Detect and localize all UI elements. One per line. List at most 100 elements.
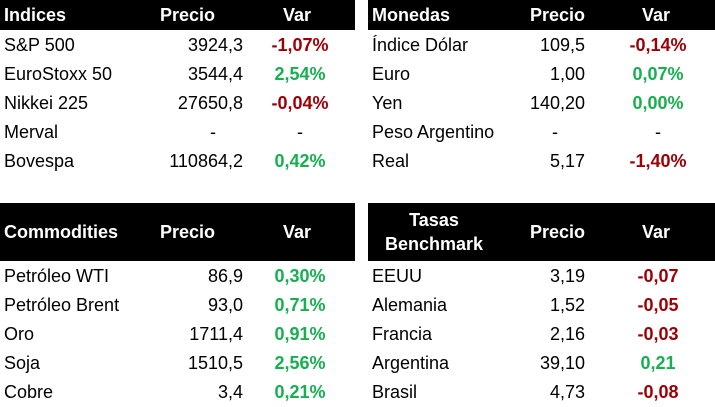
monedas-precio-cell: 140,20: [529, 93, 585, 113]
table-row: S&P 500 3924,3 -1,07%: [0, 31, 355, 60]
tasas-var-cell: -0,03: [637, 324, 679, 344]
tasas-precio-cell: 4,73: [549, 382, 585, 402]
commodities-var-cell: 0,21%: [274, 382, 326, 402]
indices-name-cell: Merval: [4, 122, 59, 142]
monedas-header-precio: Precio: [530, 4, 586, 25]
table-row: Bovespa 110864,2 0,42%: [0, 147, 355, 176]
tasas-header-name-line1: Tasas: [409, 210, 459, 230]
indices-var-cell: -1,07%: [271, 35, 329, 55]
indices-header: Indices Precio Var: [0, 0, 355, 30]
tasas-var-cell: -0,05: [637, 295, 679, 315]
table-row: Yen 140,20 0,00%: [368, 89, 715, 118]
monedas-var-cell: 0,07%: [632, 64, 684, 84]
indices-precio-cell: 3544,4: [187, 64, 243, 84]
table-row: EuroStoxx 50 3544,4 2,54%: [0, 60, 355, 89]
table-row: EEUU 3,19 -0,07: [368, 262, 715, 291]
indices-precio-cell: 3924,3: [187, 35, 243, 55]
indices-var-cell: 0,42%: [274, 151, 326, 171]
tasas-var-cell: -0,07: [637, 266, 679, 286]
indices-header-var: Var: [283, 4, 312, 25]
monedas-var-cell: 0,00%: [632, 93, 684, 113]
tasas-var-cell: -0,08: [637, 382, 679, 402]
indices-var-cell: -0,04%: [271, 93, 329, 113]
commodities-precio-cell: 86,9: [207, 266, 243, 286]
commodities-header-var: Var: [283, 221, 312, 242]
monedas-var-cell: -0,14%: [629, 35, 687, 55]
indices-var-cell: -: [297, 122, 303, 142]
tasas-header-name: Tasas Benchmark: [368, 203, 500, 261]
commodities-header-name: Commodities: [4, 221, 119, 242]
monedas-name-cell: Yen: [372, 93, 403, 113]
table-row: Alemania 1,52 -0,05: [368, 291, 715, 320]
tasas-precio-cell: 39,10: [539, 353, 585, 373]
indices-header-precio: Precio: [160, 4, 216, 25]
table-row: Índice Dólar 109,5 -0,14%: [368, 31, 715, 60]
commodities-table: Commodities Precio Var Petróleo WTI 86,9 0…: [0, 203, 355, 407]
table-row: Merval - -: [0, 118, 355, 147]
table-row: Brasil 4,73 -0,08: [368, 378, 715, 407]
commodities-name-cell: Cobre: [4, 382, 54, 402]
commodities-precio-cell: 93,0: [207, 295, 243, 315]
tasas-table: Tasas Benchmark Precio Var EEUU 3,19 -0,07…: [368, 203, 715, 407]
tasas-header-var: Var: [642, 221, 671, 242]
commodities-name-cell: Petróleo WTI: [4, 266, 110, 286]
monedas-header-name: Monedas: [372, 4, 451, 25]
indices-name-cell: EuroStoxx 50: [4, 64, 113, 84]
table-row: Soja 1510,5 2,56%: [0, 349, 355, 378]
commodities-precio-cell: 3,4: [217, 382, 243, 402]
tasas-name-cell: Brasil: [372, 382, 418, 402]
tasas-precio-cell: 2,16: [549, 324, 585, 344]
tasas-precio-cell: 1,52: [549, 295, 585, 315]
table-row: Peso Argentino - -: [368, 118, 715, 147]
indices-var-cell: 2,54%: [274, 64, 326, 84]
table-row: Petróleo Brent 93,0 0,71%: [0, 291, 355, 320]
commodities-header: Commodities Precio Var: [0, 203, 355, 261]
monedas-header: Monedas Precio Var: [368, 0, 715, 30]
table-row: Euro 1,00 0,07%: [368, 60, 715, 89]
indices-table: Indices Precio Var S&P 500 3924,3 -1,07% Eu…: [0, 0, 355, 178]
table-row: Real 5,17 -1,40%: [368, 147, 715, 176]
monedas-var-cell: -: [655, 122, 661, 142]
monedas-header-var: Var: [642, 4, 671, 25]
table-row: Nikkei 225 27650,8 -0,04%: [0, 89, 355, 118]
monedas-name-cell: Euro: [372, 64, 411, 84]
table-row: Francia 2,16 -0,03: [368, 320, 715, 349]
monedas-precio-cell: 1,00: [549, 64, 585, 84]
commodities-var-cell: 0,30%: [274, 266, 326, 286]
monedas-precio-cell: -: [552, 122, 558, 142]
table-row: Cobre 3,4 0,21%: [0, 378, 355, 407]
tasas-var-cell: 0,21: [640, 353, 676, 373]
commodities-precio-cell: 1510,5: [187, 353, 243, 373]
monedas-name-cell: Real: [372, 151, 410, 171]
commodities-var-cell: 2,56%: [274, 353, 326, 373]
indices-precio-cell: -: [210, 122, 216, 142]
commodities-var-cell: 0,91%: [274, 324, 326, 344]
tasas-header: Tasas Benchmark Precio Var: [368, 203, 715, 261]
monedas-precio-cell: 5,17: [549, 151, 585, 171]
indices-precio-cell: 110864,2: [169, 151, 243, 171]
tasas-header-precio: Precio: [530, 221, 586, 242]
monedas-name-cell: Índice Dólar: [372, 35, 469, 55]
monedas-precio-cell: 109,5: [539, 35, 585, 55]
monedas-var-cell: -1,40%: [629, 151, 687, 171]
tasas-name-cell: EEUU: [372, 266, 423, 286]
tasas-name-cell: Alemania: [372, 295, 448, 315]
commodities-name-cell: Oro: [4, 324, 35, 344]
indices-name-cell: Nikkei 225: [4, 93, 89, 113]
tasas-name-cell: Argentina: [372, 353, 450, 373]
commodities-var-cell: 0,71%: [274, 295, 326, 315]
monedas-table: Monedas Precio Var Índice Dólar 109,5 -0,1…: [368, 0, 715, 178]
commodities-name-cell: Petróleo Brent: [4, 295, 120, 315]
tasas-name-cell: Francia: [372, 324, 433, 344]
indices-name-cell: Bovespa: [4, 151, 75, 171]
table-row: Argentina 39,10 0,21: [368, 349, 715, 378]
tasas-header-name-line2: Benchmark: [384, 234, 484, 254]
commodities-name-cell: Soja: [4, 353, 41, 373]
monedas-name-cell: Peso Argentino: [372, 122, 495, 142]
commodities-header-precio: Precio: [160, 221, 216, 242]
table-row: Oro 1711,4 0,91%: [0, 320, 355, 349]
tasas-precio-cell: 3,19: [549, 266, 585, 286]
commodities-precio-cell: 1711,4: [189, 324, 243, 344]
indices-name-cell: S&P 500: [4, 35, 75, 55]
table-row: Petróleo WTI 86,9 0,30%: [0, 262, 355, 291]
